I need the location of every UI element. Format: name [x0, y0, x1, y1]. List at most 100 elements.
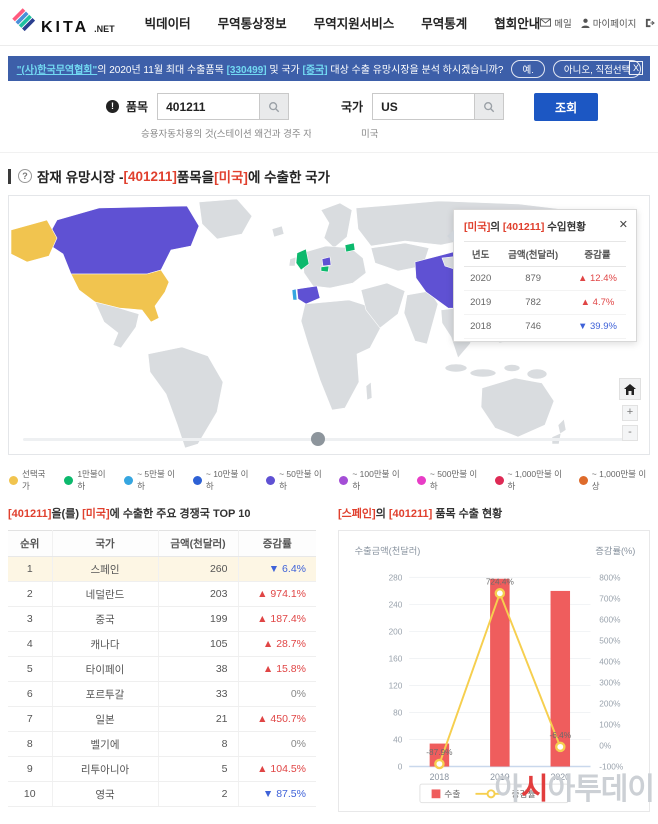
country-search-button[interactable]	[474, 93, 505, 120]
banner-close-icon[interactable]: X	[629, 61, 643, 75]
popup-pointer	[447, 230, 454, 242]
x-axis-label: 2018	[430, 772, 450, 782]
nav-trade-support[interactable]: 무역지원서비스	[313, 17, 395, 31]
left-axis-tick: 40	[393, 735, 403, 744]
mail-link[interactable]: 메일	[540, 16, 572, 30]
banner-yes-button[interactable]: 예.	[511, 59, 545, 78]
map-zoom-out-button[interactable]: -	[622, 425, 638, 441]
cell-amount: 260	[157, 556, 238, 582]
table-row[interactable]: 1 스페인 260 ▼ 6.4%	[8, 556, 316, 582]
map-country-netherlands[interactable]	[321, 256, 332, 267]
map-legend: 선택국가 1만불이하 ~ 5만불 이하 ~ 10만불 이하 ~ 50만불 이하 ~ 100…	[2, 468, 656, 492]
top10-table: 순위 국가 금액(천달러) 증감률 1 스페인 260 ▼ 6.4% 2 네덜란드 203 ▲…	[8, 530, 316, 807]
left-axis-tick: 200	[389, 627, 403, 636]
map-country-uk[interactable]	[295, 248, 310, 271]
person-icon	[581, 18, 590, 28]
bar-2019	[490, 578, 510, 767]
left-axis-tick: 280	[389, 573, 403, 582]
legend-item: 선택국가	[9, 468, 50, 492]
item-input[interactable]	[157, 93, 260, 120]
right-axis-tick: 0%	[599, 741, 612, 750]
magnifier-icon	[484, 101, 495, 112]
table-row[interactable]: 8 벨기에 8 0%	[8, 731, 316, 757]
line-marker	[555, 741, 566, 753]
top10-panel: [401211]을(를) [미국]에 수출한 주요 경쟁국 TOP 10 순위 …	[8, 502, 316, 812]
map-landmass-middle-east	[360, 282, 406, 329]
map-country-alaska[interactable]	[10, 219, 58, 263]
cell-rank: 3	[8, 606, 52, 632]
map-zoom-in-button[interactable]: +	[622, 405, 638, 421]
point-label: 724.4%	[486, 578, 515, 587]
cell-country: 스페인	[51, 556, 158, 582]
legend-dot-icon	[339, 475, 349, 485]
map-container[interactable]: [미국]의 [401211] 수입현황 ✕ 년도 금액(천달러) 증감률 202…	[8, 195, 650, 455]
table-row[interactable]: 10 영국 2 ▼ 87.5%	[8, 781, 316, 807]
popup-cell-amount: 782	[497, 290, 569, 315]
cell-rank: 4	[8, 631, 52, 657]
right-axis-tick: -100%	[599, 762, 624, 771]
popup-row: 2018 746 ▼ 39.9%	[464, 314, 626, 339]
legend-bar-label: 수출	[444, 789, 460, 799]
map-country-canada[interactable]	[44, 205, 200, 275]
nav-association[interactable]: 협회안내	[494, 17, 541, 31]
x-axis-label: 2019	[490, 772, 510, 782]
map-scrollbar-handle[interactable]	[311, 432, 325, 446]
logo-text: KITA	[41, 19, 90, 36]
info-icon[interactable]: !	[106, 100, 119, 113]
left-axis-tick: 0	[398, 762, 403, 771]
map-country-lithuania[interactable]	[344, 242, 356, 253]
cell-change: 0%	[237, 681, 316, 707]
submit-button[interactable]: 조회	[534, 93, 599, 121]
kita-logo[interactable]: KITA .NET	[12, 8, 115, 37]
table-row[interactable]: 5 타이페이 38 ▲ 15.8%	[8, 656, 316, 682]
popup-close-icon[interactable]: ✕	[618, 219, 628, 231]
cell-rank: 2	[8, 581, 52, 607]
right-axis-tick: 700%	[599, 594, 621, 603]
map-landmass-indonesia	[444, 363, 468, 373]
legend-label: ~ 1,000만불 이상	[591, 469, 647, 491]
nav-trade-stats[interactable]: 무역통계	[421, 17, 468, 31]
map-country-belgium[interactable]	[320, 265, 330, 273]
country-input[interactable]	[372, 93, 475, 120]
country-label: 국가	[341, 100, 364, 114]
nav-trade-info[interactable]: 무역통상정보	[217, 17, 287, 31]
table-row[interactable]: 4 캐나다 105 ▲ 28.7%	[8, 631, 316, 657]
item-field: ! 품목 승용자동차용의 것(스테이션 왜건과 경주 자동…	[106, 93, 311, 140]
popup-title: [미국]의 [401211] 수입현황	[464, 221, 586, 233]
logout-icon	[646, 18, 656, 27]
line-marker	[434, 758, 445, 770]
item-search-button[interactable]	[259, 93, 290, 120]
logout-link[interactable]: 로그아웃	[645, 16, 658, 30]
cell-change: ▲ 104.5%	[237, 756, 316, 782]
cell-country: 포르투갈	[51, 681, 158, 707]
banner-country[interactable]: [중국]	[302, 65, 328, 76]
map-country-portugal[interactable]	[291, 288, 298, 301]
table-row[interactable]: 9 리투아니아 5 ▲ 104.5%	[8, 756, 316, 782]
map-country-spain[interactable]	[296, 285, 321, 305]
banner-org[interactable]: "(사)한국무역협회"	[16, 65, 98, 76]
table-row[interactable]: 6 포르투갈 33 0%	[8, 681, 316, 707]
map-home-button[interactable]	[619, 378, 641, 400]
banner-no-button[interactable]: 아니오, 직접선택	[552, 59, 642, 78]
cell-rank: 9	[8, 756, 52, 782]
banner-item-code[interactable]: [330499]	[226, 65, 267, 76]
chart-container: 수출금액(천달러) 증감률(%) 0 40 80 120 160 200 240 280 -100%…	[338, 530, 650, 812]
table-row[interactable]: 3 중국 199 ▲ 187.4%	[8, 606, 316, 632]
map-landmass-ireland	[288, 256, 297, 267]
world-map[interactable]	[9, 196, 649, 454]
top10-col-change: 증감률	[237, 530, 316, 557]
mypage-link[interactable]: 마이페이지	[581, 16, 636, 30]
table-row[interactable]: 7 일본 21 ▲ 450.7%	[8, 706, 316, 732]
point-label: -87.9%	[426, 748, 453, 757]
legend-item: ~ 5만불 이하	[124, 468, 179, 492]
legend-item: ~ 50만불 이하	[266, 468, 325, 492]
cell-country: 일본	[51, 706, 158, 732]
table-row[interactable]: 2 네덜란드 203 ▲ 974.1%	[8, 581, 316, 607]
legend-label: 1만불이하	[77, 469, 106, 491]
right-axis-tick: 300%	[599, 678, 621, 687]
magnifier-icon	[269, 101, 280, 112]
help-icon[interactable]: ?	[18, 169, 32, 183]
main-nav: 빅데이터 무역통상정보 무역지원서비스 무역통계 협회안내	[145, 13, 541, 32]
nav-bigdata[interactable]: 빅데이터	[144, 17, 191, 31]
map-scrollbar[interactable]	[23, 432, 623, 446]
